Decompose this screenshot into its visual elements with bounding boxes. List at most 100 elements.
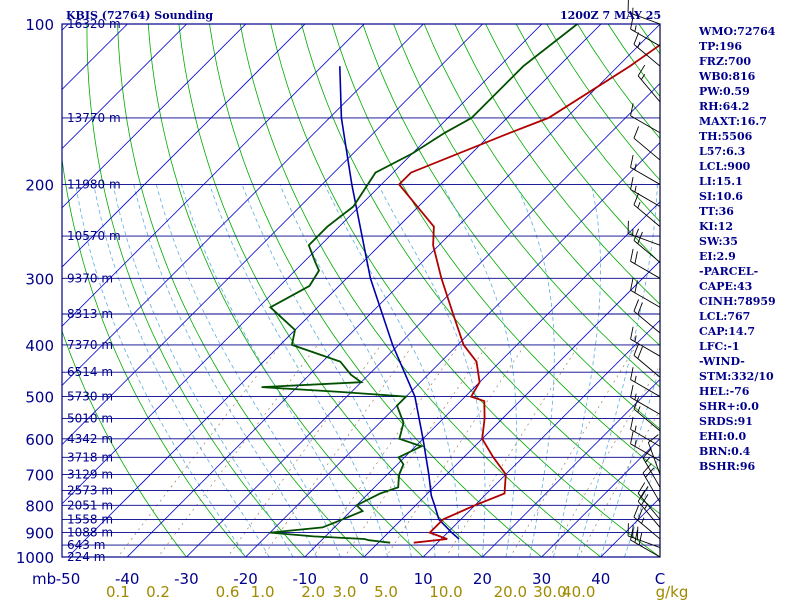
index-item: TP:196 (699, 40, 743, 53)
index-item: L57:6.3 (699, 145, 746, 158)
index-item: PW:0.59 (699, 85, 750, 98)
height-label: 13770 m (67, 111, 121, 125)
isotherm-line (541, 438, 660, 557)
mixing-ratio-label: 1.0 (251, 583, 275, 600)
mixing-ratio-label: 0.6 (216, 583, 240, 600)
mixing-ratio-unit: g/kg (656, 583, 689, 600)
index-item: LCL:900 (699, 160, 751, 173)
height-label: 2573 m (67, 483, 113, 497)
wind-barb-feather (637, 302, 643, 315)
height-label: 4342 m (67, 432, 113, 446)
wind-barb (633, 397, 661, 432)
wind-barb-shaft (633, 408, 661, 432)
wind-barb-shaft (630, 379, 661, 397)
temperature-tick-label: C (655, 570, 665, 588)
wind-barb-feather (630, 367, 634, 380)
wind-barb-half-feather (634, 440, 637, 447)
isotherm-line (62, 24, 484, 446)
index-item: TT:36 (699, 205, 734, 218)
wind-barb-feather (630, 103, 634, 116)
dry-adiabat-line (423, 24, 660, 347)
wind-barb-feather (637, 508, 643, 521)
wind-barb-shaft (633, 44, 661, 67)
wind-barb-shaft (633, 516, 661, 540)
wind-barb (630, 384, 661, 415)
wind-barb-feather (633, 397, 640, 410)
wind-barb (633, 192, 661, 227)
wind-barb-shaft (630, 115, 661, 134)
mixing-ratio-line (157, 344, 318, 557)
moist-adiabat-line (241, 184, 412, 557)
wind-barb-half-feather (641, 517, 645, 524)
height-label: 1558 m (67, 512, 113, 526)
wind-barb-shaft (630, 28, 661, 47)
temperature-tick-label: -10 (293, 570, 318, 588)
index-item: SI:10.6 (699, 190, 743, 203)
wind-barb-feather (633, 299, 640, 312)
wind-barb (637, 482, 661, 520)
temperature-tick-label: -50 (56, 570, 81, 588)
wind-barb-feather (630, 384, 634, 398)
index-item: LCL:767 (699, 310, 751, 323)
wind-barb-half-feather (637, 41, 641, 48)
wind-barb-shaft (630, 428, 661, 447)
temperature-trace (397, 43, 660, 544)
isotherm-line (185, 82, 660, 557)
wind-barb (633, 32, 661, 67)
height-label: 16320 m (67, 17, 121, 31)
isotherm-line (62, 24, 247, 209)
wind-barb-half-feather (634, 163, 637, 171)
wind-barb (627, 523, 661, 548)
wind-barb-feather (630, 431, 634, 444)
wind-barb-feather (630, 248, 634, 262)
height-label: 5730 m (67, 390, 113, 404)
wind-barb-feather (633, 32, 640, 45)
wind-barb-feather (630, 177, 634, 190)
mixing-ratio-line (227, 344, 382, 557)
temperature-tick-label: 20 (473, 570, 492, 588)
index-item: SRDS:91 (699, 415, 753, 428)
pressure-label: 800 (25, 497, 54, 515)
wind-barb-half-feather (634, 25, 637, 32)
index-item: CAPE:43 (699, 280, 753, 293)
height-label: 6514 m (67, 365, 113, 379)
wind-barb (630, 367, 661, 397)
height-label: 10570 m (67, 229, 121, 243)
wind-barb-feather (633, 192, 640, 205)
wind-barb-shaft (633, 310, 661, 334)
wind-barb-half-feather (637, 406, 641, 413)
wind-barb-feather (648, 434, 659, 443)
wind-barb-feather (630, 416, 634, 430)
wind-barb-feather (630, 16, 634, 30)
dry-adiabat-line (147, 24, 424, 557)
isotherm-line (62, 24, 543, 505)
index-item: LI:15.1 (699, 175, 743, 188)
isotherm-line (422, 319, 660, 557)
wind-barb (630, 103, 661, 134)
wind-barb-shaft (637, 75, 661, 103)
mixing-ratio-label: 10.0 (429, 583, 462, 600)
wind-barb-shaft (630, 189, 661, 207)
wind-barb-feather (637, 482, 646, 494)
height-label: 1088 m (67, 526, 113, 540)
wind-barb-feather (637, 490, 646, 502)
height-label: 3129 m (67, 467, 113, 481)
wind-barb-shaft (630, 260, 661, 279)
isotherm-line (62, 24, 424, 386)
mixing-ratio-label: 0.1 (106, 583, 130, 600)
wind-barb-feather (645, 467, 655, 478)
wind-barb-shaft (647, 442, 661, 475)
moist-adiabat-line (515, 184, 555, 557)
temperature-tick-label: 40 (591, 570, 610, 588)
index-item: FRZ:700 (699, 55, 752, 68)
wind-barb (647, 434, 661, 475)
index-item: MAXT:16.7 (699, 115, 767, 128)
index-item: RH:64.2 (699, 100, 750, 113)
wind-barb (637, 64, 661, 103)
mixing-ratio-line (578, 409, 660, 557)
wind-barb (627, 0, 661, 25)
index-item: BRN:0.4 (699, 445, 751, 458)
isotherm-line (245, 142, 660, 557)
index-item: -WIND- (699, 355, 745, 368)
height-label: 643 m (67, 538, 105, 552)
